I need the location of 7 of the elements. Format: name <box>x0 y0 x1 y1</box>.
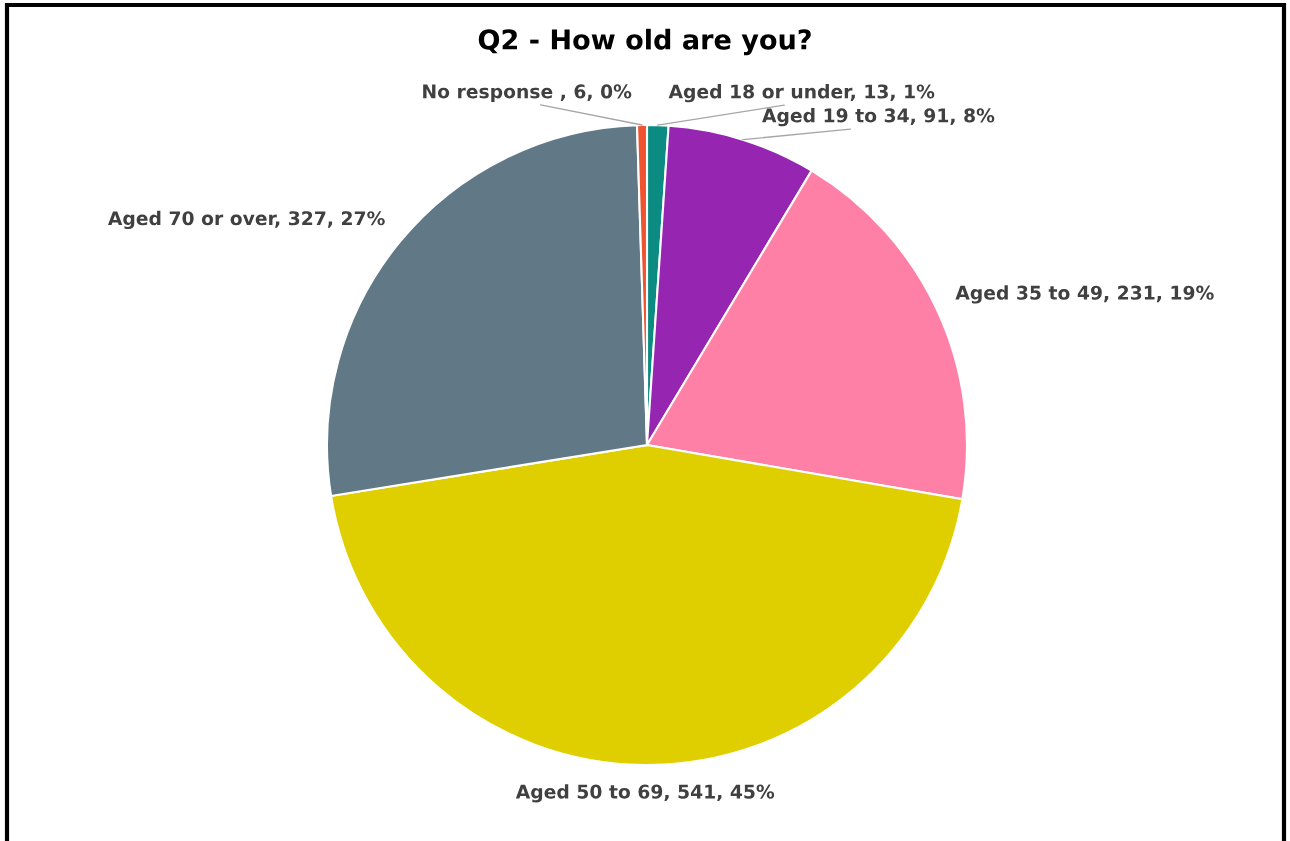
slice-label: Aged 50 to 69, 541, 45% <box>515 784 775 803</box>
chart-title: Q2 - How old are you? <box>478 28 811 56</box>
slice-label: Aged 18 or under, 13, 1% <box>668 84 935 103</box>
slice-label: Aged 19 to 34, 91, 8% <box>762 108 995 127</box>
slice-label: Aged 70 or over, 327, 27% <box>107 210 385 230</box>
slice-label: No response , 6, 0% <box>423 84 632 103</box>
slice-label: Aged 35 to 49, 231, 19% <box>955 285 1214 304</box>
